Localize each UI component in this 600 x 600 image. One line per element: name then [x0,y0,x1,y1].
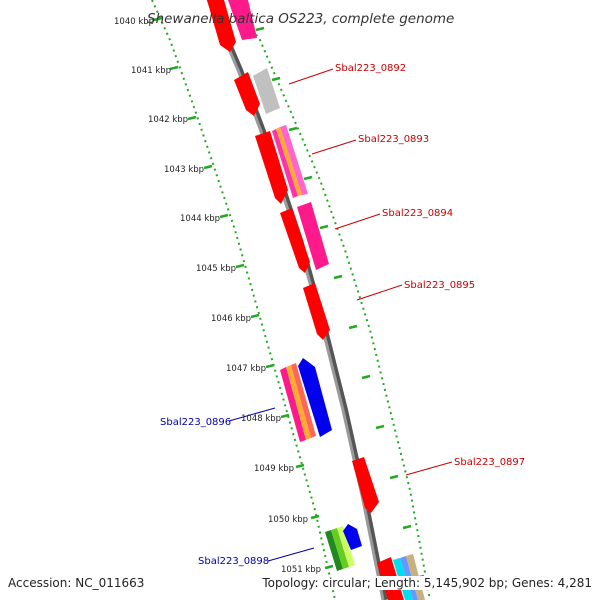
gene-arrow [331,528,349,569]
genome-backbone [206,0,385,600]
gene-label-sbal223-0897[interactable]: Sbal223_0897 [454,457,525,468]
map-title: Shewanella baltica OS223, complete genom… [147,11,454,27]
gene-arrow [272,129,298,198]
inner-scale-ring [151,0,336,600]
gene-arrow [352,457,379,513]
kbp-label: 1042 kbp [148,115,188,125]
gene-arrow [343,524,362,550]
kbp-label: 1040 kbp [114,17,154,27]
gene-arrow [280,125,308,195]
gene-arrow [303,283,330,340]
gene-label-sbal223-0893[interactable]: Sbal223_0893 [358,134,429,145]
inner-ring-ticks [153,16,334,570]
kbp-label: 1041 kbp [131,66,171,76]
gene-leader-lines [228,68,453,562]
kbp-label: 1049 kbp [254,464,294,474]
kbp-label: 1050 kbp [268,515,308,525]
gene-arrow [286,365,311,440]
gene-arrow [276,127,302,196]
gene-arrow [280,367,306,442]
gene-arrow [298,358,332,437]
kbp-label: 1045 kbp [196,264,236,274]
gene-arrow [207,0,236,52]
accession-text: Accession: NC_011663 [6,576,147,590]
genome-backbone-shadow [207,0,388,600]
gene-label-sbal223-0898[interactable]: Sbal223_0898 [198,556,269,567]
kbp-label: 1046 kbp [211,314,251,324]
kbp-label: 1043 kbp [164,165,204,175]
gene-arrow [255,131,288,204]
kbp-label: 1048 kbp [241,414,281,424]
gene-arrow [228,0,257,40]
gene-arrow [297,202,329,270]
outer-ring-ticks [255,26,425,580]
gene-arrow [280,208,310,273]
gene-label-sbal223-0894[interactable]: Sbal223_0894 [382,208,453,219]
kbp-label: 1051 kbp [281,565,321,575]
gene-arrow [337,526,355,567]
gene-arrow [234,72,260,116]
kbp-label: 1047 kbp [226,364,266,374]
genome-summary-text: Topology: circular; Length: 5,145,902 bp… [260,576,594,590]
gene-arrow [325,530,343,571]
gene-label-sbal223-0896[interactable]: Sbal223_0896 [160,417,231,428]
gene-arrow [253,68,280,114]
gene-arrow [291,363,316,438]
kbp-label: 1044 kbp [180,214,220,224]
gene-label-sbal223-0895[interactable]: Sbal223_0895 [404,280,475,291]
gene-label-sbal223-0892[interactable]: Sbal223_0892 [335,63,406,74]
